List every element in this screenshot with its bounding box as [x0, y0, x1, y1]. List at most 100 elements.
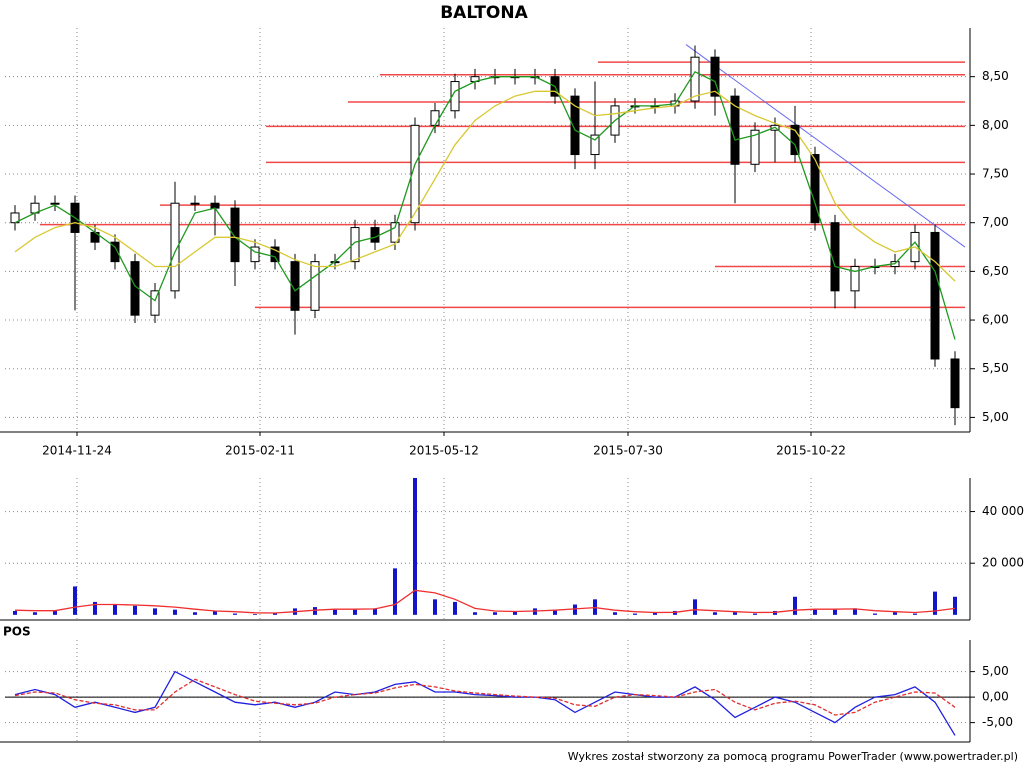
- volume-bar: [33, 612, 37, 615]
- volume-bar: [933, 591, 937, 615]
- x-tick-label: 2015-07-30: [593, 444, 663, 458]
- candle-body: [750, 129, 760, 165]
- y-tick-label: 5,50: [982, 361, 1009, 375]
- volume-bar: [113, 604, 117, 615]
- volume-bar: [253, 614, 257, 615]
- moving-average: [14, 90, 956, 282]
- candle-body: [790, 124, 800, 156]
- volume-bar: [413, 478, 417, 615]
- volume-bar: [893, 612, 897, 615]
- volume-bar: [453, 601, 457, 615]
- y-tick-label: 7,00: [982, 215, 1009, 229]
- volume-average: [14, 589, 956, 614]
- volume-bar: [613, 612, 617, 615]
- volume-bar: [433, 599, 437, 615]
- volume-bar: [553, 609, 557, 615]
- volume-bar: [653, 612, 657, 615]
- candle-body: [310, 261, 320, 311]
- candle-body: [410, 124, 420, 224]
- y-tick-label: 5,00: [982, 410, 1009, 424]
- volume-bar: [913, 613, 917, 615]
- candle-body: [170, 202, 180, 292]
- oscillator-line: [14, 670, 956, 736]
- panel-title: POS: [3, 625, 31, 639]
- volume-bar: [853, 608, 857, 615]
- y-tick-label: 0,00: [982, 690, 1009, 704]
- volume-bar: [733, 612, 737, 615]
- candle-body: [370, 227, 380, 243]
- candle-body: [690, 56, 700, 102]
- y-tick-label: 8,50: [982, 69, 1009, 83]
- volume-bar: [333, 609, 337, 615]
- candle-body: [570, 95, 580, 156]
- moving-average: [14, 70, 956, 340]
- volume-bar: [953, 596, 957, 615]
- trend-line: [685, 44, 966, 248]
- volume-bar: [133, 605, 137, 615]
- y-tick-label: 20 000: [982, 556, 1024, 570]
- volume-bar: [793, 596, 797, 615]
- volume-bar: [693, 599, 697, 615]
- volume-bar: [13, 610, 17, 615]
- candle-body: [950, 358, 960, 409]
- volume-bar: [373, 608, 377, 615]
- candle-body: [430, 110, 440, 126]
- volume-bar: [353, 609, 357, 615]
- y-tick-label: 40 000: [982, 504, 1024, 518]
- candle-body: [270, 246, 280, 263]
- x-tick-label: 2015-02-11: [225, 444, 295, 458]
- volume-bar: [73, 586, 77, 615]
- candle-body: [150, 290, 160, 316]
- candle-body: [710, 56, 720, 97]
- volume-bar: [93, 601, 97, 615]
- oscillator-line: [14, 678, 956, 716]
- candle-body: [210, 202, 220, 209]
- volume-bar: [833, 609, 837, 615]
- candle-body: [590, 134, 600, 156]
- candle-body: [110, 241, 120, 263]
- volume-bar: [713, 612, 717, 615]
- chart-title: BALTONA: [440, 3, 528, 23]
- volume-bar: [273, 612, 277, 615]
- candle-body: [50, 202, 60, 205]
- candle-body: [450, 81, 460, 112]
- x-tick-label: 2015-05-12: [409, 444, 479, 458]
- volume-bar: [873, 613, 877, 615]
- volume-bar: [173, 609, 177, 615]
- volume-bar: [493, 612, 497, 615]
- candle-body: [810, 154, 820, 224]
- y-tick-label: 8,00: [982, 118, 1009, 132]
- volume-bar: [753, 613, 757, 615]
- volume-bar: [153, 608, 157, 615]
- volume-bar: [513, 610, 517, 615]
- footer: Wykres został stworzony za pomocą progra…: [568, 750, 1018, 763]
- volume-bar: [393, 568, 397, 615]
- volume-bar: [53, 610, 57, 615]
- volume-bar: [473, 612, 477, 615]
- volume-bar: [233, 613, 237, 615]
- volume-bar: [193, 612, 197, 615]
- candle-body: [390, 222, 400, 243]
- candle-body: [290, 261, 300, 311]
- y-tick-label: 6,50: [982, 264, 1009, 278]
- volume-bar: [633, 613, 637, 615]
- volume-bar: [573, 604, 577, 615]
- candle-body: [250, 246, 260, 263]
- x-tick-label: 2014-11-24: [42, 444, 112, 458]
- y-tick-label: 6,00: [982, 313, 1009, 327]
- volume-bar: [813, 609, 817, 615]
- volume-bar: [213, 610, 217, 615]
- y-tick-label: -5,00: [982, 715, 1013, 729]
- volume-bar: [313, 607, 317, 615]
- candle-body: [350, 227, 360, 263]
- candle-body: [830, 222, 840, 292]
- candle-body: [230, 207, 240, 263]
- y-tick-label: 7,50: [982, 167, 1009, 181]
- candle-body: [190, 202, 200, 205]
- x-tick-label: 2015-10-22: [776, 444, 846, 458]
- y-tick-label: 5,00: [982, 664, 1009, 678]
- candle-body: [850, 266, 860, 292]
- candle-body: [930, 231, 940, 360]
